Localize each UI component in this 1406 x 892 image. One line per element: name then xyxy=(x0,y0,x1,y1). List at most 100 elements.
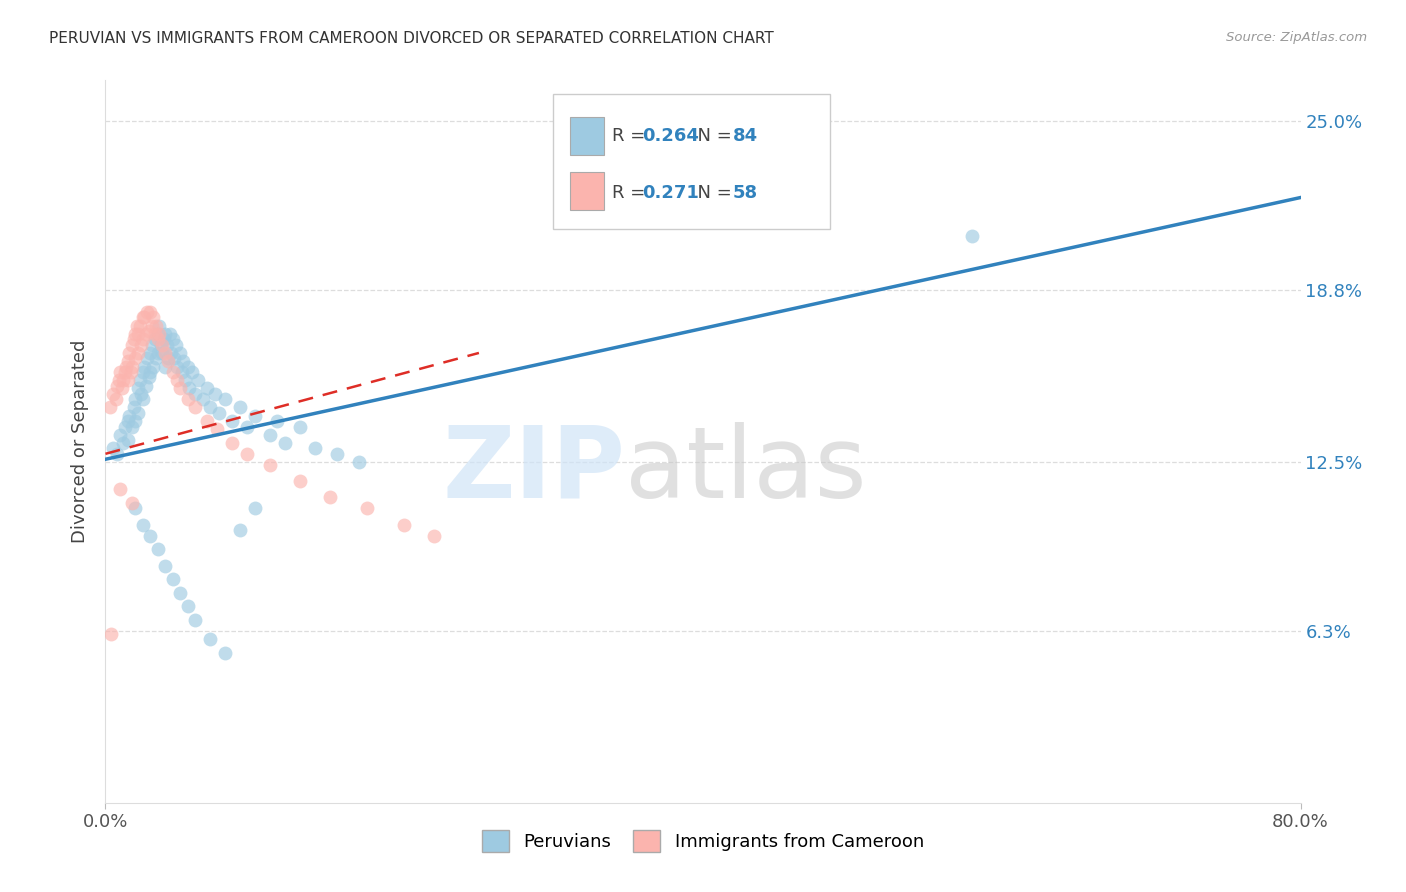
Point xyxy=(394,517,416,532)
Text: 84: 84 xyxy=(733,128,758,145)
Point xyxy=(122,401,145,415)
Y-axis label: Divorced or Separated: Divorced or Separated xyxy=(72,340,90,543)
Point xyxy=(169,586,191,600)
Point xyxy=(145,351,167,366)
Point xyxy=(173,373,195,387)
Point xyxy=(208,406,231,420)
Point xyxy=(114,419,136,434)
Point xyxy=(127,326,149,341)
Point xyxy=(104,392,127,407)
Point xyxy=(191,392,214,407)
Point xyxy=(155,359,177,374)
Point xyxy=(163,351,186,366)
Point xyxy=(127,346,149,360)
Point xyxy=(266,414,288,428)
Point xyxy=(152,332,174,346)
Point xyxy=(141,318,163,333)
Point xyxy=(142,359,165,374)
Point xyxy=(150,337,173,351)
Point xyxy=(162,572,184,586)
Point xyxy=(134,359,156,374)
Point xyxy=(114,365,136,379)
Point xyxy=(100,626,122,640)
Point xyxy=(176,599,198,614)
Point xyxy=(157,354,180,368)
Point xyxy=(128,318,150,333)
Point xyxy=(148,326,170,341)
Point xyxy=(107,447,129,461)
Point xyxy=(135,326,157,341)
Point xyxy=(207,422,229,436)
Point xyxy=(181,365,204,379)
Point xyxy=(135,378,157,392)
Text: atlas: atlas xyxy=(626,422,868,519)
Point xyxy=(107,378,129,392)
Point xyxy=(136,305,159,319)
Point xyxy=(176,392,198,407)
Point xyxy=(127,381,149,395)
Point xyxy=(117,373,139,387)
Point xyxy=(139,528,162,542)
Legend: Peruvians, Immigrants from Cameroon: Peruvians, Immigrants from Cameroon xyxy=(475,822,931,859)
Point xyxy=(221,414,243,428)
Point xyxy=(150,346,173,360)
Point xyxy=(162,332,184,346)
Point xyxy=(132,365,155,379)
Point xyxy=(423,528,446,542)
Point xyxy=(273,436,295,450)
Point xyxy=(148,318,170,333)
Point xyxy=(110,482,132,496)
Point xyxy=(117,414,139,428)
Point xyxy=(160,346,183,360)
Point xyxy=(132,332,155,346)
Point xyxy=(98,401,121,415)
Point xyxy=(128,373,150,387)
Point xyxy=(187,373,209,387)
Point xyxy=(229,401,252,415)
Point xyxy=(304,442,326,456)
Point xyxy=(125,318,148,333)
Point xyxy=(318,491,340,505)
Point xyxy=(120,365,142,379)
Text: N =: N = xyxy=(686,128,737,145)
Point xyxy=(146,542,169,557)
Text: 58: 58 xyxy=(733,184,758,202)
Point xyxy=(129,337,153,351)
Point xyxy=(156,337,179,351)
Text: ZIP: ZIP xyxy=(443,422,626,519)
Point xyxy=(221,436,243,450)
Point xyxy=(166,373,188,387)
Point xyxy=(117,354,139,368)
Point xyxy=(172,354,194,368)
Point xyxy=(162,365,184,379)
Point xyxy=(121,337,143,351)
Text: 0.264: 0.264 xyxy=(643,128,699,145)
Point xyxy=(132,310,155,325)
Point xyxy=(124,392,146,407)
Text: R =: R = xyxy=(612,184,651,202)
Point xyxy=(101,387,124,401)
Point xyxy=(124,501,146,516)
Point xyxy=(169,381,191,395)
Point xyxy=(195,381,218,395)
Point xyxy=(259,427,281,442)
Point xyxy=(159,326,181,341)
Point xyxy=(169,346,191,360)
Point xyxy=(118,409,141,423)
Point xyxy=(960,228,983,243)
Point xyxy=(143,326,166,341)
Point xyxy=(204,387,226,401)
Point xyxy=(288,474,311,488)
Point xyxy=(288,419,311,434)
Point xyxy=(166,359,188,374)
Point xyxy=(145,318,167,333)
Point xyxy=(214,646,236,660)
Point xyxy=(138,370,160,384)
Point xyxy=(170,365,193,379)
Point xyxy=(138,324,160,338)
Point xyxy=(243,501,266,516)
Point xyxy=(121,359,143,374)
Point xyxy=(132,517,155,532)
Point xyxy=(121,419,143,434)
Point xyxy=(146,346,169,360)
